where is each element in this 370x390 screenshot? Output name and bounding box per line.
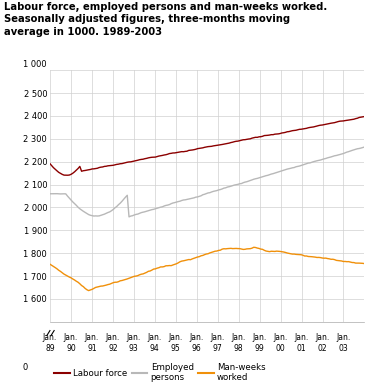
Text: Labour force, employed persons and man-weeks worked.
Seasonally adjusted figures: Labour force, employed persons and man-w…: [4, 2, 327, 37]
Text: Jan.: Jan.: [43, 333, 57, 342]
Text: Jan.: Jan.: [148, 333, 162, 342]
Text: Jan.: Jan.: [315, 333, 330, 342]
Text: 01: 01: [297, 344, 306, 353]
Text: Jan.: Jan.: [232, 333, 246, 342]
Text: Jan.: Jan.: [85, 333, 99, 342]
Text: Jan.: Jan.: [64, 333, 78, 342]
Text: Jan.: Jan.: [273, 333, 288, 342]
Text: Jan.: Jan.: [106, 333, 120, 342]
Text: 90: 90: [66, 344, 76, 353]
Text: Jan.: Jan.: [169, 333, 183, 342]
Legend: Labour force, Employed
persons, Man-weeks
worked: Labour force, Employed persons, Man-week…: [54, 363, 266, 382]
Text: 93: 93: [129, 344, 139, 353]
Text: 1 000: 1 000: [23, 60, 47, 69]
Text: Jan.: Jan.: [127, 333, 141, 342]
Text: 99: 99: [255, 344, 265, 353]
Text: 03: 03: [339, 344, 349, 353]
Text: 02: 02: [318, 344, 327, 353]
Text: 94: 94: [150, 344, 160, 353]
Text: Jan.: Jan.: [189, 333, 204, 342]
Text: 92: 92: [108, 344, 118, 353]
Text: 97: 97: [213, 344, 223, 353]
Text: 0: 0: [22, 363, 28, 372]
Text: 98: 98: [234, 344, 243, 353]
Text: Jan.: Jan.: [211, 333, 225, 342]
Text: Jan.: Jan.: [252, 333, 267, 342]
Text: Jan.: Jan.: [295, 333, 309, 342]
Text: 96: 96: [192, 344, 202, 353]
Text: 00: 00: [276, 344, 286, 353]
Text: 95: 95: [171, 344, 181, 353]
Text: 91: 91: [87, 344, 97, 353]
Text: Jan.: Jan.: [336, 333, 351, 342]
Text: 89: 89: [45, 344, 55, 353]
